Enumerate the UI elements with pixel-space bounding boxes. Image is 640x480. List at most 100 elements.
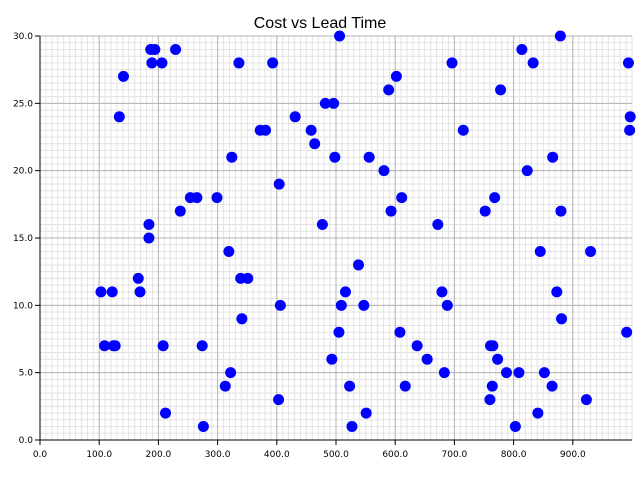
scatter-point: [326, 353, 338, 365]
scatter-point: [134, 286, 146, 298]
scatter-point: [385, 205, 397, 217]
scatter-point: [211, 192, 223, 204]
scatter-point: [273, 178, 285, 190]
x-tick-label: 700.0: [442, 450, 468, 460]
scatter-point: [191, 192, 203, 204]
x-tick-label: 500.0: [323, 450, 349, 460]
scatter-point: [360, 407, 372, 419]
scatter-point: [344, 380, 356, 392]
scatter-point: [432, 219, 444, 231]
scatter-point: [274, 299, 286, 311]
scatter-point: [421, 353, 433, 365]
y-tick-label: 5.0: [19, 369, 34, 379]
scatter-point: [352, 259, 364, 271]
scatter-point: [555, 205, 567, 217]
scatter-point: [500, 367, 512, 379]
scatter-point: [339, 286, 351, 298]
scatter-point: [358, 299, 370, 311]
scatter-point: [492, 353, 504, 365]
scatter-point: [438, 367, 450, 379]
scatter-point: [197, 421, 209, 433]
scatter-point: [156, 57, 168, 69]
scatter-point: [309, 138, 321, 150]
scatter-point: [170, 43, 182, 55]
scatter-point: [489, 192, 501, 204]
scatter-point: [196, 340, 208, 352]
scatter-point: [622, 57, 634, 69]
scatter-point: [457, 124, 469, 136]
scatter-point: [521, 165, 533, 177]
x-tick-label: 900.0: [560, 450, 586, 460]
scatter-point: [157, 340, 169, 352]
scatter-point: [236, 313, 248, 325]
y-tick-label: 15.0: [13, 234, 33, 244]
scatter-point: [333, 326, 345, 338]
y-tick-label: 25.0: [13, 99, 33, 109]
scatter-point: [487, 340, 499, 352]
scatter-point: [436, 286, 448, 298]
scatter-point: [174, 205, 186, 217]
chart-title: Cost vs Lead Time: [254, 15, 387, 32]
scatter-point: [390, 70, 402, 82]
scatter-point: [106, 286, 118, 298]
scatter-point: [446, 57, 458, 69]
scatter-point: [513, 367, 525, 379]
axes: 0.0 100.0 200.0 300.0 400.0 500.0 600.0 700.0 80…: [13, 32, 632, 460]
scatter-point: [580, 394, 592, 406]
y-tick-label: 10.0: [13, 301, 33, 311]
scatter-point: [527, 57, 539, 69]
scatter-point: [621, 326, 633, 338]
scatter-point: [534, 245, 546, 257]
scatter-point: [117, 70, 129, 82]
x-tick-label: 0.0: [33, 450, 48, 460]
y-tick-label: 30.0: [13, 32, 33, 42]
scatter-point: [225, 367, 237, 379]
scatter-point: [289, 111, 301, 123]
scatter-point: [441, 299, 453, 311]
grid: [39, 35, 633, 441]
scatter-point: [411, 340, 423, 352]
scatter-point: [334, 30, 346, 42]
scatter-point: [149, 43, 161, 55]
scatter-point: [486, 380, 498, 392]
scatter-point: [516, 43, 528, 55]
x-tick-label: 300.0: [205, 450, 231, 460]
scatter-point: [143, 232, 155, 244]
scatter-point: [509, 421, 521, 433]
scatter-point: [113, 111, 125, 123]
scatter-point: [532, 407, 544, 419]
data-points: [95, 30, 636, 433]
scatter-point: [551, 286, 563, 298]
scatter-point: [99, 340, 111, 352]
scatter-point: [585, 245, 597, 257]
scatter-point: [242, 272, 254, 284]
scatter-point: [624, 111, 636, 123]
x-tick-label: 200.0: [146, 450, 172, 460]
scatter-point: [624, 124, 636, 136]
scatter-point: [546, 380, 558, 392]
scatter-point: [378, 165, 390, 177]
scatter-point: [383, 84, 395, 96]
scatter-point: [363, 151, 375, 163]
scatter-point: [223, 245, 235, 257]
scatter-point: [219, 380, 231, 392]
scatter-point: [233, 57, 245, 69]
scatter-point: [160, 407, 172, 419]
scatter-point: [394, 326, 406, 338]
x-tick-label: 400.0: [264, 450, 290, 460]
scatter-point: [226, 151, 238, 163]
scatter-point: [109, 340, 121, 352]
x-tick-label: 800.0: [501, 450, 527, 460]
scatter-point: [273, 394, 285, 406]
scatter-point: [335, 299, 347, 311]
scatter-point: [547, 151, 559, 163]
scatter-point: [132, 272, 144, 284]
scatter-point: [143, 219, 155, 231]
scatter-point: [267, 57, 279, 69]
scatter-point: [346, 421, 358, 433]
scatter-point: [316, 219, 328, 231]
scatter-point: [260, 124, 272, 136]
scatter-point: [495, 84, 507, 96]
scatter-point: [328, 97, 340, 109]
